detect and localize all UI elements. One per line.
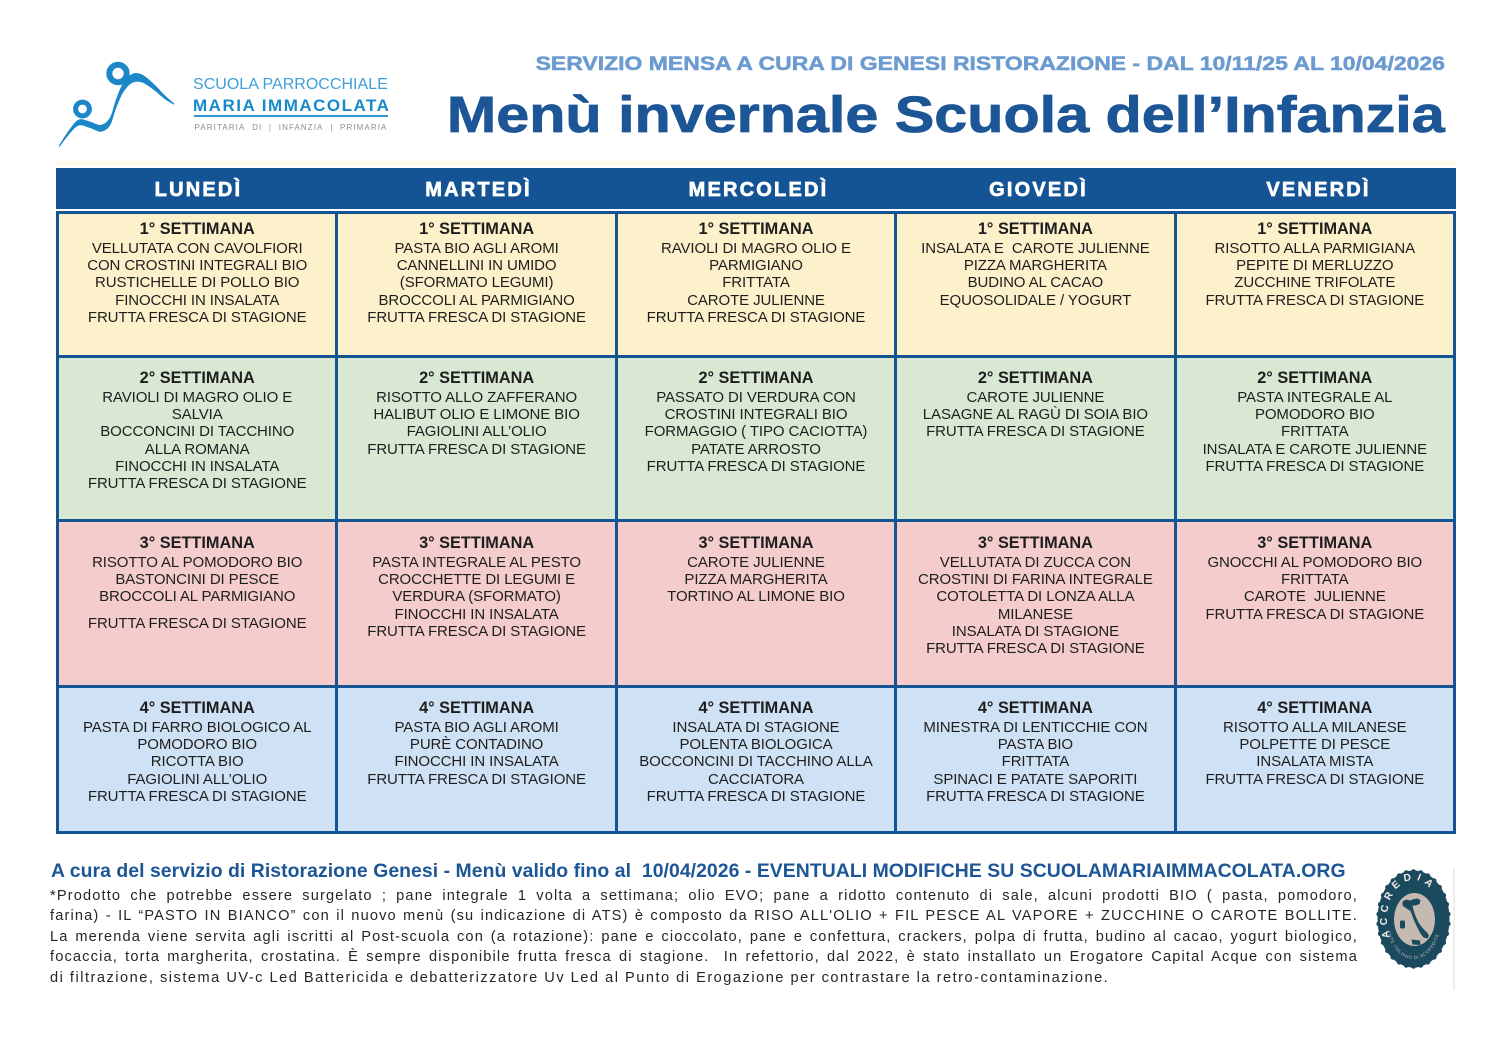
svg-text:ACCREDIA: ACCREDIA [1379, 871, 1439, 939]
